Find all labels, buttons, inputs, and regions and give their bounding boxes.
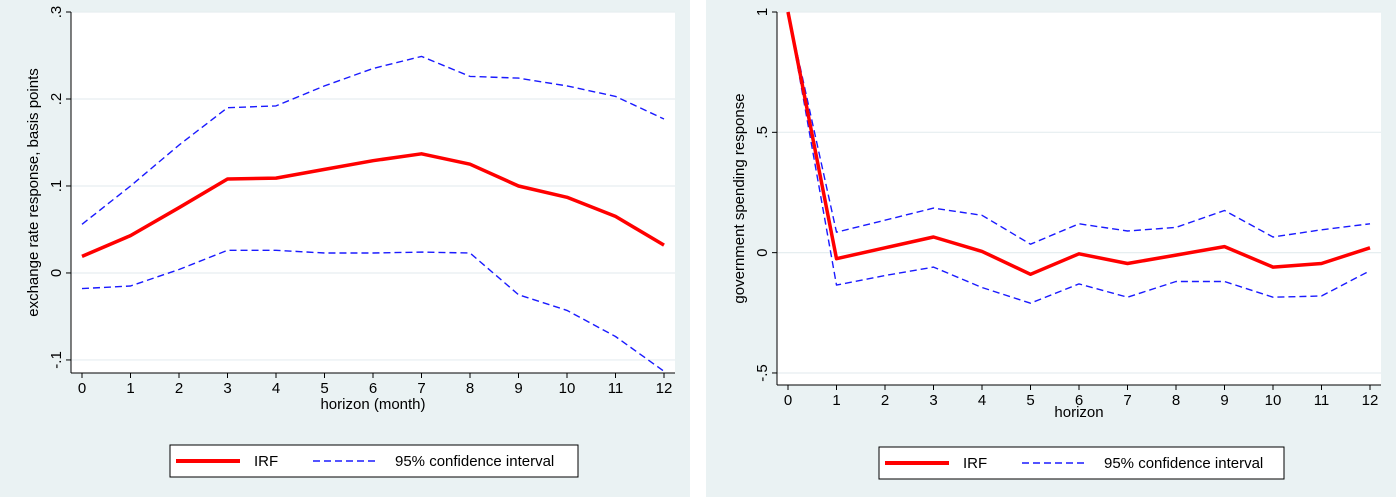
y-tick-label: 1 [754, 8, 771, 16]
x-tick-label: 9 [1220, 392, 1228, 409]
x-tick-label: 10 [1265, 392, 1282, 409]
x-tick-label: 12 [656, 380, 673, 397]
plot-area [777, 12, 1381, 385]
x-tick-label: 7 [1123, 392, 1131, 409]
x-tick-label: 6 [369, 380, 377, 397]
x-axis-title: horizon [1054, 404, 1103, 421]
irf-line [81, 152, 665, 259]
x-tick-label: 5 [1026, 392, 1034, 409]
y-tick-label: 0 [48, 269, 65, 277]
x-tick-label: 2 [881, 392, 889, 409]
plot-area [71, 12, 675, 373]
x-tick-label: 11 [608, 380, 624, 397]
y-tick-label: -.5 [754, 364, 771, 382]
ci-upper-line [81, 55, 665, 225]
y-axis-title: government spending response [731, 93, 748, 303]
ci-lower-line [81, 249, 665, 372]
x-tick-label: 12 [1362, 392, 1379, 409]
legend-irf-label: IRF [254, 453, 278, 470]
legend-ci-label: 95% confidence interval [1104, 455, 1263, 472]
x-axis-title: horizon (month) [320, 396, 425, 413]
x-tick-label: 0 [784, 392, 792, 409]
y-tick-label: 0 [754, 248, 771, 256]
y-tick-label: .3 [48, 6, 65, 19]
x-tick-label: 6 [1075, 392, 1083, 409]
legend-ci-label: 95% confidence interval [395, 453, 554, 470]
y-tick-label: .5 [754, 126, 771, 139]
x-tick-label: 7 [417, 380, 425, 397]
y-tick-label: -.1 [48, 351, 65, 369]
x-tick-label: 10 [559, 380, 576, 397]
irf-line [786, 11, 1371, 277]
x-tick-label: 4 [272, 380, 280, 397]
ci-upper-line [787, 11, 1371, 245]
x-tick-label: 1 [832, 392, 840, 409]
x-tick-label: 3 [223, 380, 231, 397]
y-tick-label: .2 [48, 93, 65, 106]
x-tick-label: 3 [929, 392, 937, 409]
x-tick-label: 8 [1172, 392, 1180, 409]
x-tick-label: 8 [466, 380, 474, 397]
x-tick-label: 2 [175, 380, 183, 397]
ci-lower-line [787, 11, 1371, 304]
chart-panel-government-spending: -.5 0.5 1 0 1 2 3 4 5 6 7 8 9 10 11 12 horizon government… [706, 0, 1396, 497]
x-tick-label: 4 [978, 392, 986, 409]
x-tick-label: 1 [126, 380, 134, 397]
x-tick-label: 0 [78, 380, 86, 397]
government-spending-chart: -.50.510 1 2 3 4 5 6 7 8 9 10 11 12horizongovernment… [731, 8, 1381, 480]
y-axis-title: exchange rate response, basis points [25, 68, 42, 317]
legend-irf-label: IRF [963, 455, 987, 472]
x-tick-label: 5 [320, 380, 328, 397]
x-tick-label: 9 [514, 380, 522, 397]
y-tick-label: .1 [48, 180, 65, 193]
x-tick-label: 11 [1314, 392, 1330, 409]
chart-panel-exchange-rate: -.1 0.1.2.3 0 1 2 3 4 5 6 7 8 9 10 11 12 horizon (month… [0, 0, 690, 497]
